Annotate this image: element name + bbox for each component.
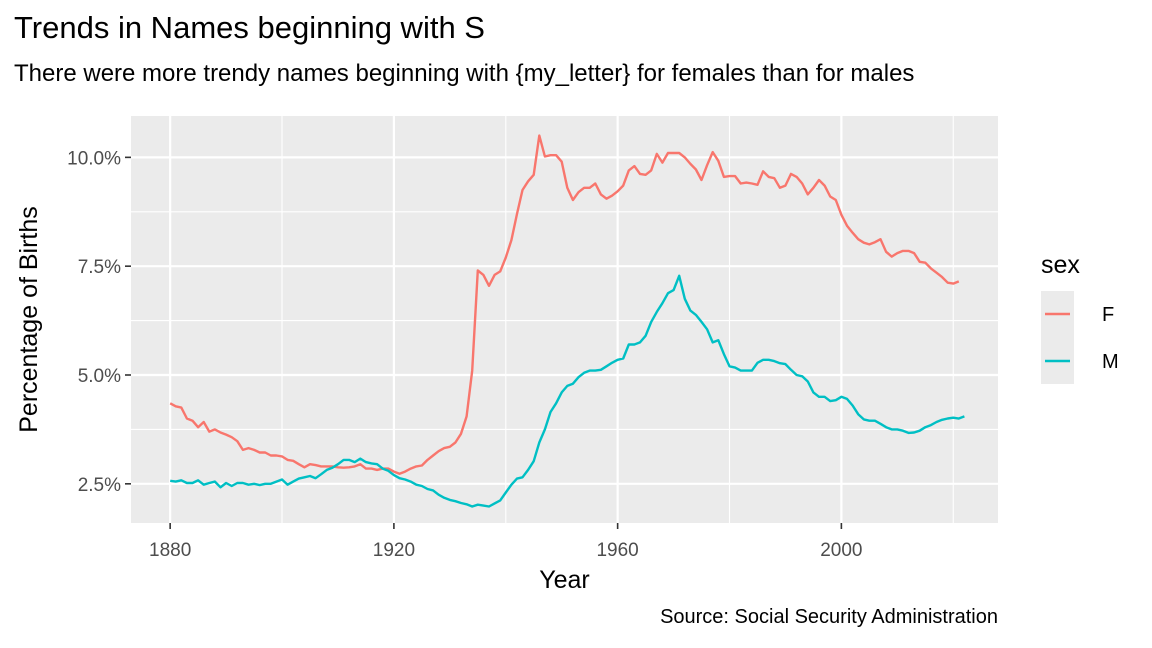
x-tick-label: 1960 (596, 540, 638, 561)
y-tick-label: 5.0% (78, 366, 121, 387)
series-line-m (170, 274, 965, 508)
y-tick-label: 7.5% (78, 257, 121, 278)
chart-caption: Source: Social Security Administration (660, 606, 998, 628)
series-lines (169, 134, 965, 508)
y-tick-label: 10.0% (67, 148, 121, 169)
y-tick-labels: 2.5% 5.0% 7.5% 10.0% (67, 148, 121, 495)
x-tick-labels: 1880 1920 1960 2000 (149, 540, 863, 561)
legend-label-m: M (1102, 351, 1119, 373)
legend-key-background (1041, 291, 1074, 384)
grid-minor (131, 116, 998, 523)
x-axis-title: Year (539, 566, 590, 594)
x-tick-label: 1880 (149, 540, 191, 561)
axis-ticks (125, 156, 843, 529)
y-tick-label: 2.5% (78, 475, 121, 496)
x-tick-label: 2000 (820, 540, 862, 561)
legend-title: sex (1041, 251, 1080, 279)
chart-subtitle: There were more trendy names beginning w… (14, 60, 915, 87)
legend: sex FM (1041, 251, 1119, 384)
y-axis-title: Percentage of Births (15, 206, 43, 433)
legend-label-f: F (1102, 304, 1114, 326)
x-tick-label: 1920 (373, 540, 415, 561)
legend-items: FM (1045, 304, 1119, 373)
series-line-f (169, 134, 960, 475)
chart-title: Trends in Names beginning with S (14, 10, 485, 45)
grid-major (131, 116, 998, 523)
